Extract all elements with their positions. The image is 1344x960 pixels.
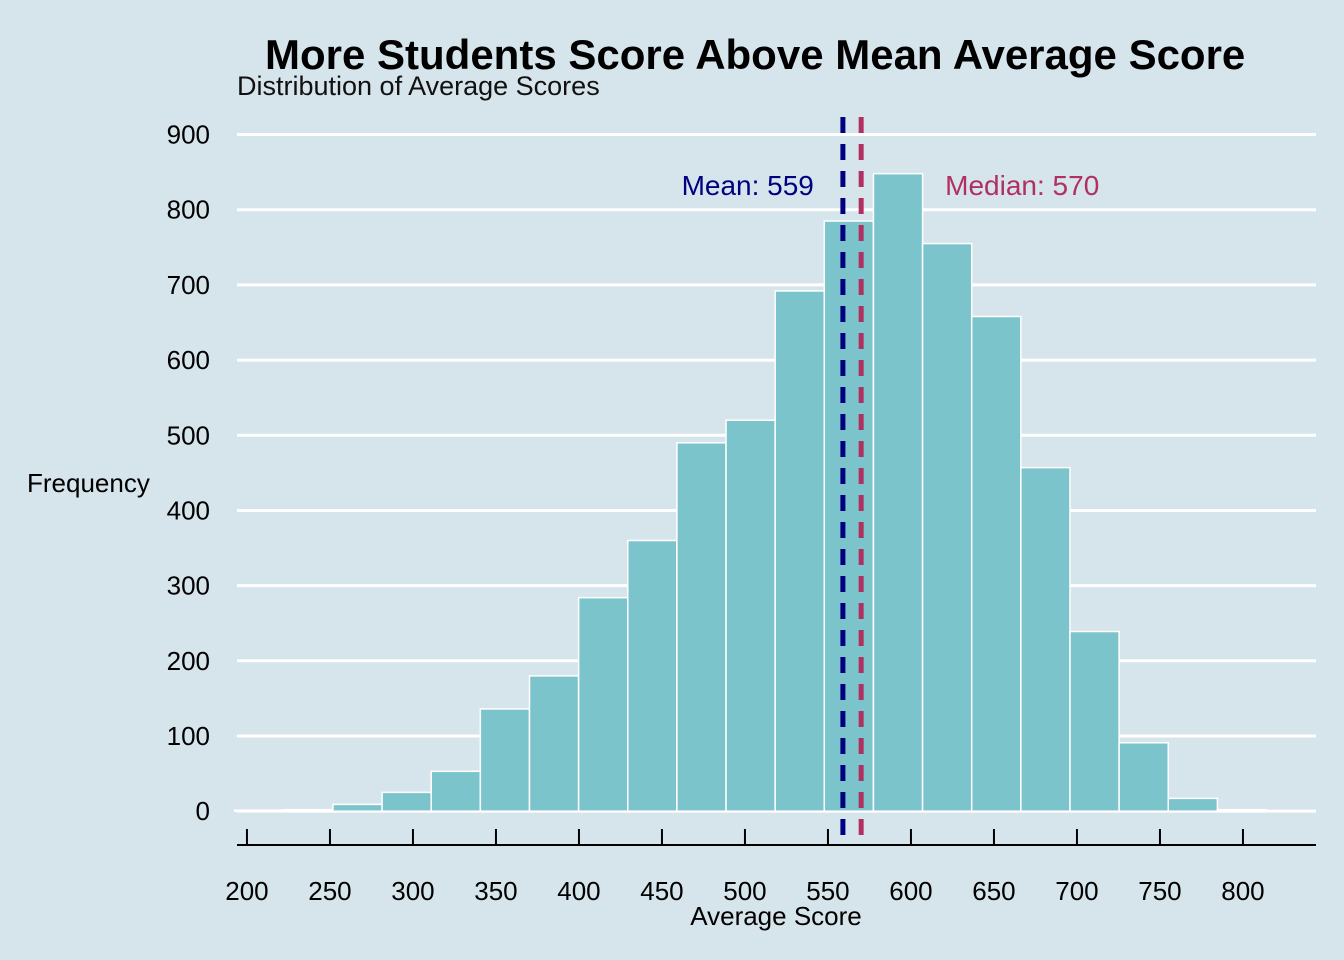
y-tick-label-600: 600 [167, 345, 210, 375]
x-tick-label-500: 500 [723, 876, 766, 906]
median-label: Median: 570 [945, 170, 1099, 201]
bar-6 [528, 675, 580, 812]
chart-title: More Students Score Above Mean Average S… [265, 31, 1245, 78]
x-tick-label-750: 750 [1138, 876, 1181, 906]
bar-9 [676, 442, 727, 812]
mean-label: Mean: 559 [682, 170, 814, 201]
y-tick-label-200: 200 [167, 646, 210, 676]
y-tick-label-900: 900 [167, 120, 210, 150]
bar-16 [1020, 466, 1071, 812]
y-tick-label-800: 800 [167, 195, 210, 225]
y-tick-label-400: 400 [167, 495, 210, 525]
bar-14 [921, 242, 973, 812]
histogram-bars [233, 172, 1268, 812]
bar-11 [774, 290, 826, 812]
x-tick-label-400: 400 [557, 876, 600, 906]
bar-4 [430, 770, 482, 812]
bar-18 [1118, 742, 1170, 812]
reference-lines: Mean: 559 Median: 570 [682, 117, 1099, 845]
bar-15 [970, 315, 1022, 812]
y-tick-label-300: 300 [167, 571, 210, 601]
x-tick-label-250: 250 [308, 876, 351, 906]
chart-subtitle: Distribution of Average Scores [237, 71, 600, 101]
x-axis-title: Average Score [690, 901, 862, 931]
x-tick-label-550: 550 [806, 876, 849, 906]
bar-3 [381, 791, 432, 812]
x-tick-label-300: 300 [391, 876, 434, 906]
bar-1 [283, 808, 334, 812]
bar-0 [233, 809, 285, 812]
bar-7 [577, 596, 629, 812]
bar-8 [627, 539, 678, 812]
x-tick-label-350: 350 [474, 876, 517, 906]
bar-19 [1167, 797, 1219, 812]
bar-10 [725, 419, 776, 812]
x-tick-label-650: 650 [972, 876, 1015, 906]
bar-2 [332, 803, 383, 812]
bar-13 [872, 172, 924, 812]
bar-12 [823, 220, 875, 812]
x-tick-label-600: 600 [889, 876, 932, 906]
x-tick-label-200: 200 [225, 876, 268, 906]
x-tick-label-700: 700 [1055, 876, 1098, 906]
y-axis: 0 100 200 300 400 500 600 700 800 900 [167, 120, 210, 827]
y-axis-title: Frequency [27, 468, 150, 498]
bar-5 [479, 708, 531, 812]
bar-17 [1069, 630, 1120, 812]
x-axis: 200 250 300 350 400 450 500 550 600 650 700 750 800 [225, 829, 1316, 906]
y-tick-label-700: 700 [167, 270, 210, 300]
y-tick-label-100: 100 [167, 721, 210, 751]
bar-20 [1216, 808, 1268, 812]
x-tick-label-450: 450 [640, 876, 683, 906]
x-tick-label-800: 800 [1221, 876, 1264, 906]
y-tick-label-0: 0 [196, 796, 210, 826]
y-tick-label-500: 500 [167, 420, 210, 450]
